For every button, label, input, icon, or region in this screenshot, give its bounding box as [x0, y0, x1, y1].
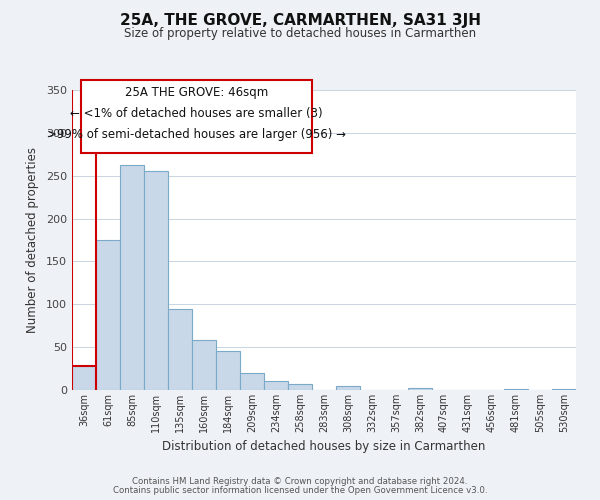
Bar — [120, 166, 144, 390]
Bar — [168, 308, 192, 390]
Bar — [192, 340, 216, 390]
Bar — [144, 172, 168, 390]
Text: ← <1% of detached houses are smaller (3): ← <1% of detached houses are smaller (3) — [70, 107, 323, 120]
Text: 25A THE GROVE: 46sqm: 25A THE GROVE: 46sqm — [125, 86, 268, 99]
Text: 25A, THE GROVE, CARMARTHEN, SA31 3JH: 25A, THE GROVE, CARMARTHEN, SA31 3JH — [119, 12, 481, 28]
Bar — [216, 352, 240, 390]
Text: Contains public sector information licensed under the Open Government Licence v3: Contains public sector information licen… — [113, 486, 487, 495]
Bar — [264, 380, 288, 390]
Bar — [552, 389, 576, 390]
Text: Size of property relative to detached houses in Carmarthen: Size of property relative to detached ho… — [124, 28, 476, 40]
Text: Contains HM Land Registry data © Crown copyright and database right 2024.: Contains HM Land Registry data © Crown c… — [132, 477, 468, 486]
Bar — [72, 366, 96, 390]
Bar — [504, 389, 528, 390]
Bar — [96, 240, 120, 390]
Bar — [408, 388, 432, 390]
Bar — [336, 386, 360, 390]
Bar — [240, 373, 264, 390]
Y-axis label: Number of detached properties: Number of detached properties — [26, 147, 39, 333]
Text: >99% of semi-detached houses are larger (956) →: >99% of semi-detached houses are larger … — [47, 128, 346, 141]
Bar — [288, 384, 312, 390]
X-axis label: Distribution of detached houses by size in Carmarthen: Distribution of detached houses by size … — [163, 440, 485, 454]
